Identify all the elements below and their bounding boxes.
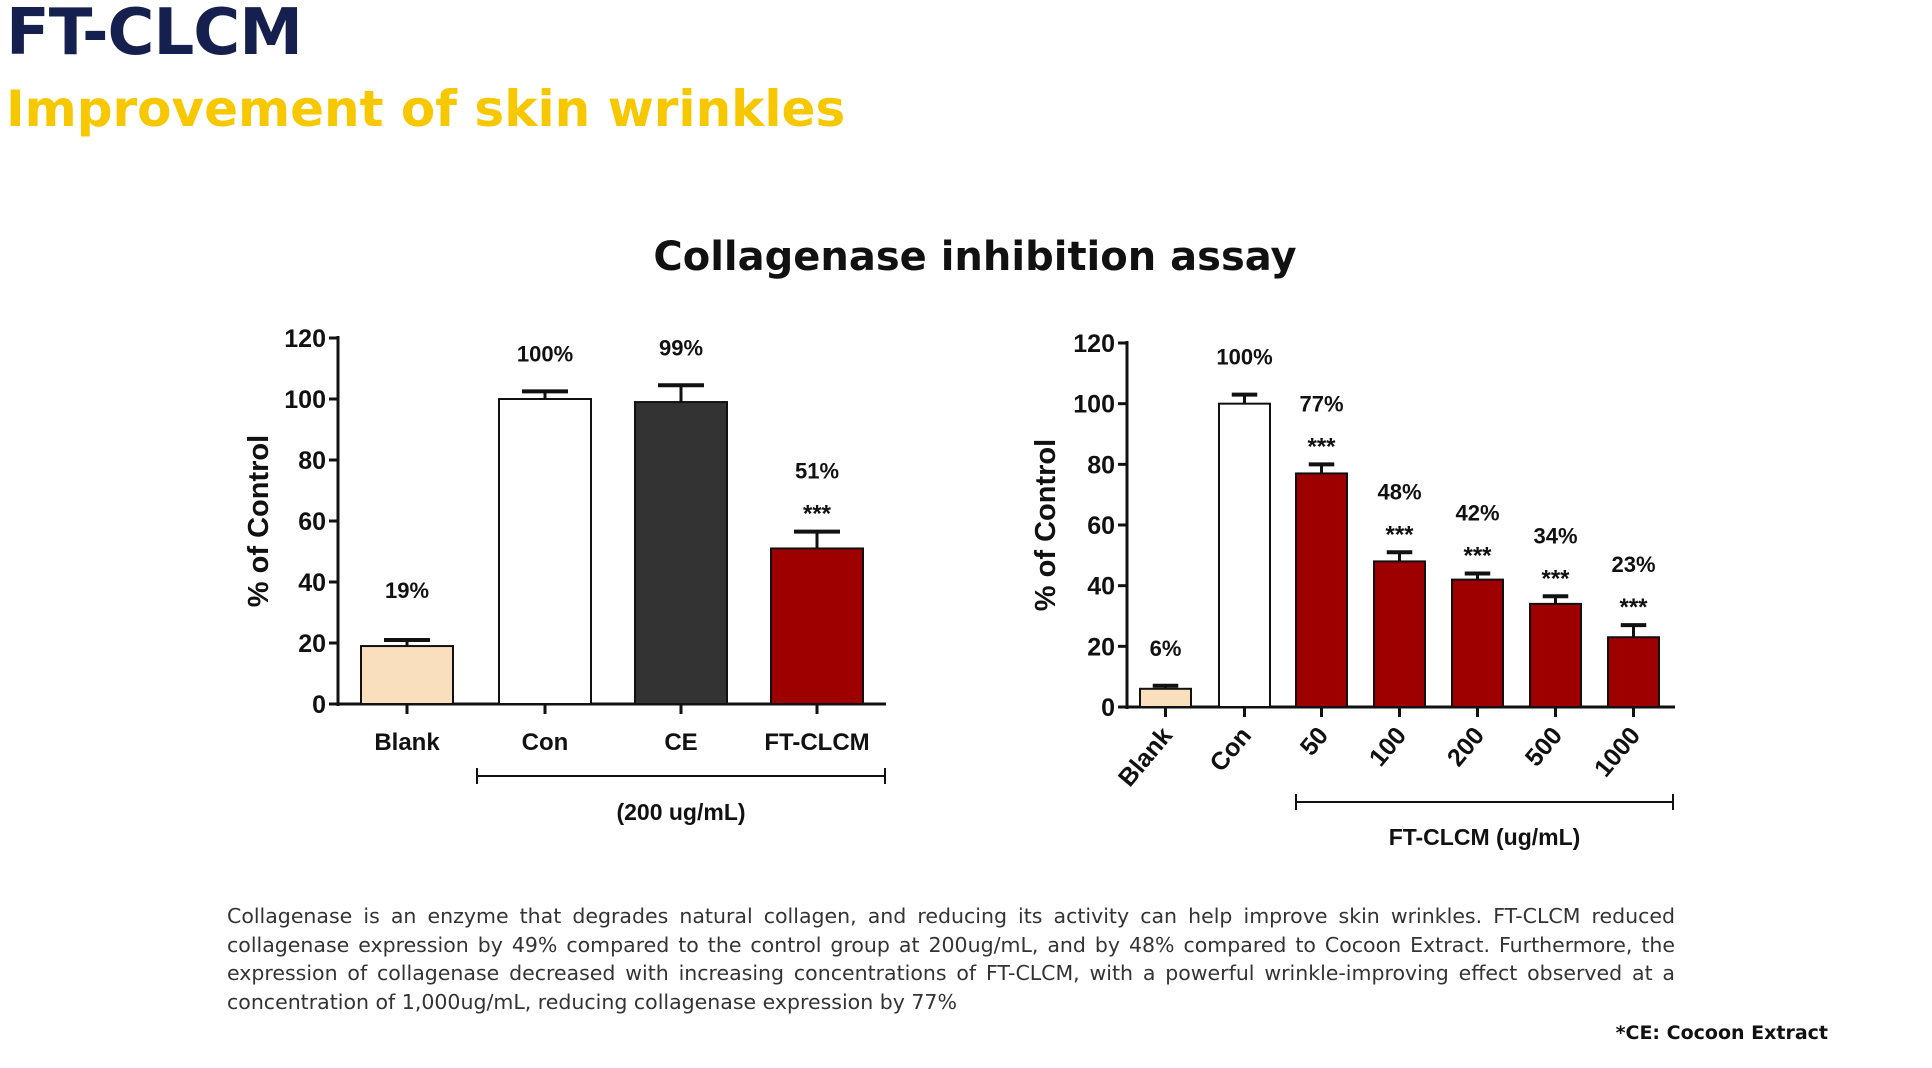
x-tick-label: Blank	[1113, 722, 1178, 792]
significance-marker: ***	[1307, 433, 1336, 460]
x-tick-label: CE	[664, 729, 697, 756]
x-tick-label: 100	[1364, 722, 1412, 772]
y-axis-label: % of Control	[243, 435, 275, 607]
significance-marker: ***	[1385, 521, 1414, 548]
y-tick-label: 100	[284, 386, 326, 414]
y-tick-label: 120	[284, 325, 326, 353]
significance-marker: ***	[1619, 594, 1648, 621]
y-tick-label: 0	[1101, 694, 1115, 722]
data-label: 6%	[1150, 636, 1182, 661]
bar-CE	[634, 401, 728, 705]
x-tick-label: Con	[522, 729, 569, 756]
data-label: 19%	[385, 578, 429, 603]
y-tick-label: 100	[1073, 391, 1115, 419]
data-label: 42%	[1455, 501, 1499, 526]
x-tick-label: Con	[1204, 722, 1257, 777]
bar-Blank	[360, 645, 454, 705]
data-label: 34%	[1533, 523, 1577, 548]
y-axis-label: % of Control	[1030, 439, 1062, 611]
x-tick-label: Blank	[374, 729, 440, 756]
data-label: 23%	[1611, 552, 1655, 577]
y-tick-label: 80	[1087, 451, 1115, 479]
y-tick-label: 60	[1087, 512, 1115, 540]
y-tick-label: 120	[1073, 330, 1115, 358]
x-tick-label: 200	[1442, 722, 1490, 772]
data-label: 100%	[517, 341, 573, 366]
footnote: *CE: Cocoon Extract	[1615, 1022, 1828, 1044]
y-tick-label: 0	[312, 691, 326, 719]
y-tick-label: 40	[1087, 573, 1115, 601]
page-title: FT-CLCM	[6, 0, 303, 70]
data-label: 48%	[1377, 479, 1421, 504]
bar-100	[1373, 560, 1426, 709]
bar-200	[1451, 578, 1504, 708]
data-label: 99%	[659, 335, 703, 360]
significance-marker: ***	[1463, 543, 1492, 570]
bar-500	[1529, 602, 1582, 708]
figure-title: Collagenase inhibition assay	[653, 234, 1297, 280]
data-label: 100%	[1216, 345, 1272, 370]
y-tick-label: 60	[298, 508, 326, 536]
x-tick-label: FT-CLCM	[764, 729, 869, 756]
group-label: FT-CLCM (ug/mL)	[1389, 824, 1581, 850]
y-tick-label: 80	[298, 447, 326, 475]
x-tick-label: 1000	[1589, 722, 1646, 783]
bar-FT-CLCM	[770, 547, 864, 706]
y-tick-label: 40	[298, 569, 326, 597]
description-paragraph: Collagenase is an enzyme that degrades n…	[227, 904, 1675, 1014]
significance-marker: ***	[1541, 565, 1570, 592]
data-label: 77%	[1299, 391, 1343, 416]
bar-Con	[1218, 402, 1271, 708]
bar-Con	[498, 398, 592, 705]
bar-Blank	[1139, 687, 1192, 708]
data-label: 51%	[795, 459, 839, 484]
group-label: (200 ug/mL)	[616, 799, 745, 825]
bar-50	[1295, 472, 1348, 708]
x-tick-label: 500	[1520, 722, 1568, 772]
bar-1000	[1607, 636, 1660, 709]
y-tick-label: 20	[298, 630, 326, 658]
page-subtitle: Improvement of skin wrinkles	[6, 80, 846, 138]
significance-marker: ***	[803, 501, 832, 528]
x-tick-label: 50	[1295, 722, 1334, 761]
y-tick-label: 20	[1087, 633, 1115, 661]
